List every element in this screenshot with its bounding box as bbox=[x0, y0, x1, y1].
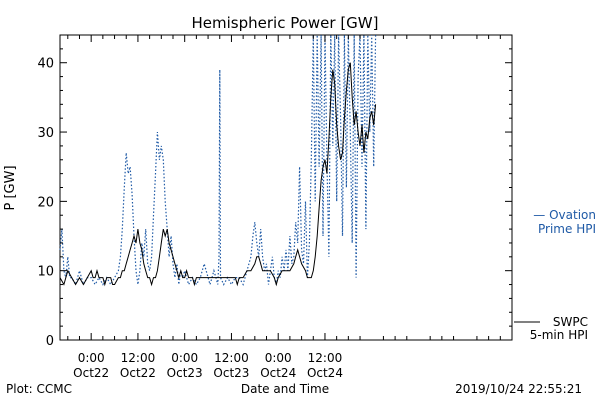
legend-label-swpc-5-min-hpi: 5-min HPI bbox=[530, 328, 588, 342]
x-tick-time-label: 12:00 bbox=[214, 351, 249, 365]
x-tick-date-label: Oct23 bbox=[213, 366, 249, 380]
x-tick-date-label: Oct23 bbox=[167, 366, 203, 380]
y-tick-label: 10 bbox=[37, 265, 54, 280]
x-tick-date-label: Oct24 bbox=[260, 366, 296, 380]
x-tick-date-label: Oct24 bbox=[307, 366, 343, 380]
x-tick-time-label: 12:00 bbox=[121, 351, 156, 365]
x-tick-time-label: 0:00 bbox=[171, 351, 198, 365]
x-tick-time-label: 0:00 bbox=[78, 351, 105, 365]
footer-plot-credit: Plot: CCMC bbox=[6, 382, 72, 396]
series-line-swpc-5-min-hpi bbox=[59, 62, 377, 287]
x-tick-date-label: Oct22 bbox=[120, 366, 156, 380]
series-line-ovation-prime-hpi bbox=[59, 34, 377, 287]
x-axis-label: Date and Time bbox=[241, 382, 329, 396]
legend-label-ovation-prime-hpi: Prime HPI bbox=[538, 222, 596, 236]
x-tick-time-label: 12:00 bbox=[308, 351, 343, 365]
plot-frame bbox=[59, 34, 513, 341]
y-axis-label: P [GW] bbox=[3, 165, 18, 210]
x-tick-time-label: 0:00 bbox=[265, 351, 292, 365]
legend-label-swpc-5-min-hpi: SWPC bbox=[553, 315, 588, 329]
x-tick-date-label: Oct22 bbox=[73, 366, 109, 380]
y-tick-label: 0 bbox=[46, 334, 54, 349]
legend-label-ovation-prime-hpi: — Ovation bbox=[533, 208, 596, 222]
chart-title: Hemispheric Power [GW] bbox=[192, 14, 379, 32]
footer-timestamp: 2019/10/24 22:55:21 bbox=[455, 382, 582, 396]
y-tick-label: 20 bbox=[37, 195, 54, 210]
y-tick-label: 40 bbox=[37, 57, 54, 72]
y-tick-label: 30 bbox=[37, 126, 54, 141]
